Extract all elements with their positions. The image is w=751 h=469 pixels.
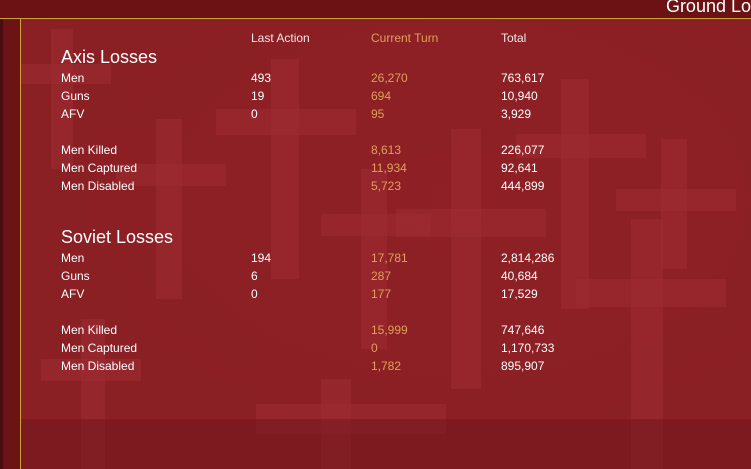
losses-panel: Last Action Current Turn Total Axis Loss…	[21, 19, 751, 469]
axis-last-men: 493	[251, 71, 272, 85]
soviet-label-captured: Men Captured	[61, 341, 138, 355]
soviet-current-afv: 177	[371, 287, 392, 301]
soviet-current-captured: 0	[371, 341, 378, 355]
soviet-losses-title: Soviet Losses	[61, 227, 174, 247]
axis-total-captured: 92,641	[501, 161, 538, 175]
axis-label-killed: Men Killed	[61, 143, 118, 157]
window-title: Ground Lo	[665, 0, 751, 16]
soviet-label-men: Men	[61, 251, 85, 265]
header-last-action: Last Action	[251, 31, 310, 45]
soviet-total-men: 2,814,286	[501, 251, 555, 265]
axis-current-disabled: 5,723	[371, 179, 402, 193]
soviet-current-men: 17,781	[371, 251, 408, 265]
header-current-turn: Current Turn	[371, 31, 439, 45]
soviet-total-killed: 747,646	[501, 323, 545, 337]
soviet-total-guns: 40,684	[501, 269, 538, 283]
soviet-total-captured: 1,170,733	[501, 341, 555, 355]
axis-total-guns: 10,940	[501, 89, 538, 103]
soviet-last-guns: 6	[251, 269, 258, 283]
axis-label-captured: Men Captured	[61, 161, 138, 175]
axis-label-guns: Guns	[61, 89, 90, 103]
axis-current-men: 26,270	[371, 71, 408, 85]
axis-last-guns: 19	[251, 89, 265, 103]
soviet-last-afv: 0	[251, 287, 258, 301]
axis-label-afv: AFV	[61, 107, 85, 121]
window-title-bar: Ground Lo	[0, 0, 751, 19]
soviet-total-afv: 17,529	[501, 287, 538, 301]
left-panel-edge	[0, 19, 3, 469]
axis-current-guns: 694	[371, 89, 392, 103]
axis-total-killed: 226,077	[501, 143, 545, 157]
soviet-current-guns: 287	[371, 269, 392, 283]
axis-current-killed: 8,613	[371, 143, 402, 157]
axis-total-afv: 3,929	[501, 107, 532, 121]
axis-losses-title: Axis Losses	[61, 47, 158, 67]
soviet-label-disabled: Men Disabled	[61, 359, 135, 373]
soviet-current-disabled: 1,782	[371, 359, 402, 373]
axis-last-afv: 0	[251, 107, 258, 121]
soviet-label-afv: AFV	[61, 287, 85, 301]
axis-label-men: Men	[61, 71, 85, 85]
axis-total-disabled: 444,899	[501, 179, 545, 193]
axis-total-men: 763,617	[501, 71, 545, 85]
axis-label-disabled: Men Disabled	[61, 179, 135, 193]
soviet-last-men: 194	[251, 251, 272, 265]
soviet-label-killed: Men Killed	[61, 323, 118, 337]
soviet-label-guns: Guns	[61, 269, 90, 283]
soviet-total-disabled: 895,907	[501, 359, 545, 373]
soviet-current-killed: 15,999	[371, 323, 408, 337]
axis-current-captured: 11,934	[371, 161, 407, 175]
left-side-panel	[0, 19, 21, 469]
header-total: Total	[501, 31, 527, 45]
axis-current-afv: 95	[371, 107, 385, 121]
